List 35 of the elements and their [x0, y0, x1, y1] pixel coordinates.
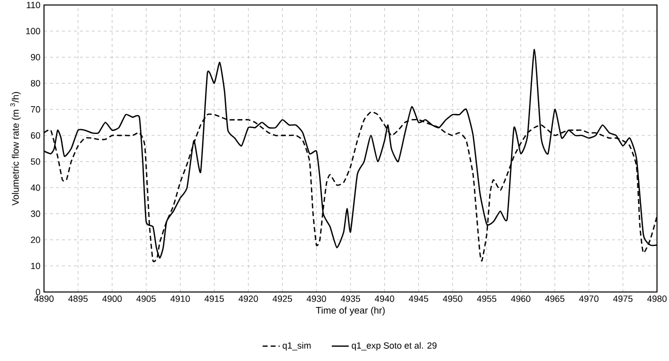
- y-tick-label: 110: [26, 2, 40, 8]
- x-tick-label: 4905: [136, 296, 156, 302]
- y-tick-label: 70: [30, 106, 40, 113]
- y-tick-label: 0: [36, 288, 40, 296]
- y-tick-label: 20: [30, 236, 40, 243]
- x-tick-label: 4940: [374, 296, 394, 302]
- x-tick-label: 4955: [476, 296, 496, 302]
- x-tick-label: 4980: [647, 296, 667, 302]
- x-tick-label: 4935: [340, 296, 360, 302]
- x-tick-label: 4915: [204, 296, 224, 302]
- y-axis-title: Volumetric flow rate (m $^{3}$/h): [10, 92, 21, 206]
- x-tick-label: 4975: [613, 296, 633, 302]
- y-tick-label: 40: [30, 184, 40, 191]
- x-tick-label: 4945: [408, 296, 428, 302]
- x-tick-label: 4925: [272, 296, 292, 302]
- y-tick-label: 50: [30, 158, 40, 165]
- legend-label: q1_sim: [282, 342, 311, 350]
- x-tick-label: 4900: [102, 296, 122, 302]
- y-tick-label: 60: [30, 132, 40, 139]
- x-tick-label: 4965: [545, 296, 564, 302]
- x-tick-label: 4950: [442, 296, 462, 302]
- y-tick-label: 80: [30, 80, 40, 86]
- x-tick-label: 4895: [68, 296, 88, 302]
- legend-label: q1_exp Soto et al. 29: [352, 342, 437, 350]
- y-tick-label: 90: [30, 54, 40, 60]
- x-tick-label: 4890: [34, 296, 54, 302]
- x-tick-label: 4920: [238, 296, 258, 302]
- y-tick-label: 100: [26, 28, 40, 34]
- y-tick-label: 30: [30, 210, 40, 217]
- x-tick-label: 4910: [170, 296, 190, 302]
- x-tick-label: 4970: [579, 296, 599, 302]
- x-axis-title: Time of year (hr): [316, 306, 385, 316]
- x-tick-label: 4960: [511, 296, 530, 302]
- y-tick-label: 10: [31, 262, 40, 270]
- x-tick-label: 4930: [306, 296, 326, 302]
